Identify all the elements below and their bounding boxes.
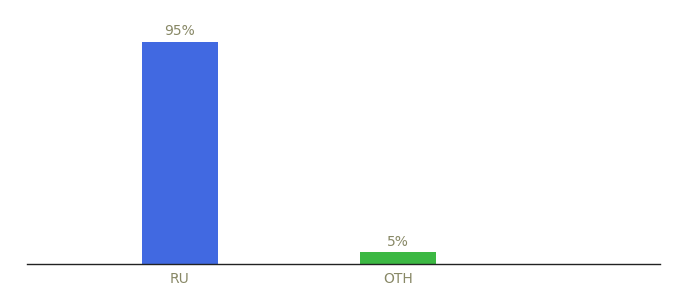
Text: 5%: 5%	[387, 235, 409, 249]
Bar	[141, 42, 218, 264]
Bar	[360, 252, 436, 264]
Text: 95%: 95%	[165, 24, 195, 38]
